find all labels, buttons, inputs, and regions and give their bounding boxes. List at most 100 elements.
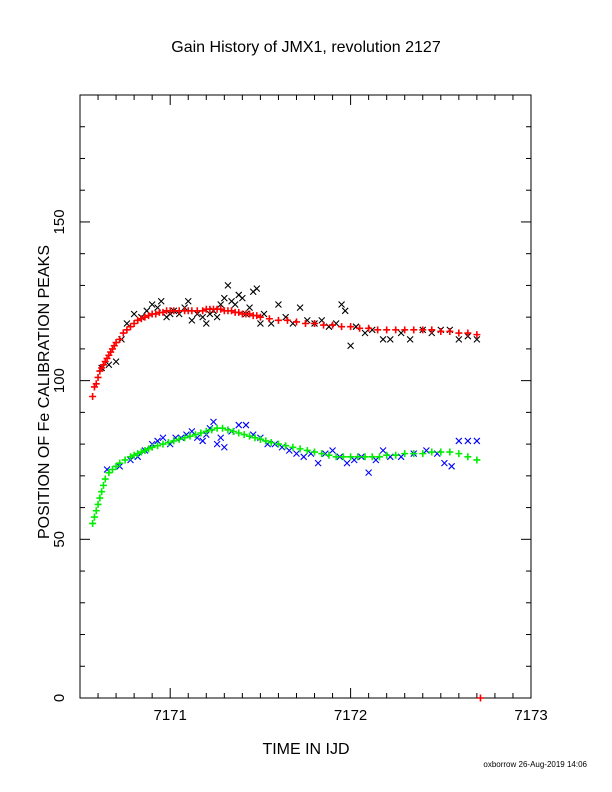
- data-point: [121, 456, 129, 464]
- data-point: [89, 519, 97, 527]
- data-point: [419, 326, 427, 334]
- data-point: [265, 315, 273, 323]
- data-point: [253, 312, 261, 320]
- x-tick-label: 7171: [154, 707, 187, 724]
- series-3: [89, 424, 481, 527]
- data-point: [446, 448, 454, 456]
- data-point: [242, 421, 250, 429]
- plot-frame: [79, 94, 532, 699]
- data-point: [130, 320, 138, 328]
- data-point: [320, 321, 328, 329]
- y-tick-label: 50: [51, 531, 68, 548]
- data-point: [112, 339, 120, 347]
- data-point: [219, 424, 227, 432]
- data-point: [119, 329, 127, 337]
- data-point: [92, 507, 100, 515]
- chart-title: Gain History of JMX1, revolution 2127: [171, 39, 441, 56]
- data-point: [379, 335, 387, 343]
- data-point: [464, 329, 472, 337]
- data-point: [275, 301, 282, 308]
- data-point: [455, 450, 463, 458]
- data-point: [197, 429, 205, 437]
- data-point: [130, 310, 138, 318]
- data-marks: [89, 282, 484, 702]
- data-point: [94, 500, 102, 508]
- data-point: [181, 434, 189, 442]
- data-point: [455, 437, 463, 445]
- data-point: [228, 307, 236, 315]
- axis-ticks: [79, 94, 532, 699]
- data-point: [208, 426, 216, 434]
- x-axis-label: TIME IN IJD: [262, 741, 349, 758]
- data-point: [476, 694, 484, 702]
- data-point: [199, 437, 207, 445]
- data-point: [374, 326, 382, 334]
- data-point: [419, 450, 427, 458]
- data-point: [325, 451, 333, 459]
- data-point: [99, 481, 107, 489]
- data-point: [213, 313, 221, 321]
- data-point: [159, 440, 167, 448]
- x-tick-label: 7172: [334, 707, 367, 724]
- data-point: [238, 294, 246, 302]
- data-point: [361, 453, 369, 461]
- data-point: [341, 307, 349, 315]
- data-point: [134, 316, 142, 324]
- data-point: [154, 437, 161, 445]
- data-point: [137, 448, 145, 456]
- data-point: [437, 327, 445, 335]
- data-point: [375, 453, 383, 461]
- data-point: [401, 450, 409, 458]
- data-point: [98, 488, 106, 496]
- data-point: [455, 335, 463, 343]
- data-point: [127, 323, 135, 331]
- data-point: [188, 316, 196, 324]
- data-point: [246, 304, 253, 312]
- data-point: [300, 453, 308, 461]
- data-point: [199, 313, 207, 321]
- data-point: [141, 446, 149, 454]
- data-point: [303, 446, 311, 454]
- data-point: [329, 321, 337, 329]
- data-point: [213, 440, 221, 448]
- data-point: [231, 301, 239, 308]
- y-tick-label: 0: [51, 694, 68, 702]
- data-point: [473, 331, 481, 339]
- data-point: [229, 427, 237, 435]
- x-tick-label: 7173: [514, 707, 547, 724]
- data-point: [224, 282, 232, 289]
- data-point: [428, 326, 436, 334]
- data-point: [338, 301, 345, 308]
- data-point: [217, 305, 225, 313]
- data-point: [217, 434, 225, 442]
- data-point: [240, 431, 248, 439]
- data-point: [347, 453, 355, 461]
- data-point: [338, 323, 346, 331]
- footer-credit: oxborrow 26-Aug-2019 14:06: [483, 760, 587, 769]
- data-point: [296, 445, 304, 453]
- data-point: [127, 453, 135, 461]
- data-point: [383, 326, 391, 334]
- data-point: [134, 450, 142, 458]
- data-point: [285, 447, 293, 454]
- data-point: [379, 447, 387, 454]
- data-point: [368, 453, 376, 461]
- data-point: [267, 439, 275, 447]
- data-point: [392, 451, 400, 459]
- data-point: [199, 307, 207, 315]
- data-point: [94, 373, 102, 381]
- data-point: [112, 462, 120, 470]
- y-axis-label: POSITION OF Fe CALIBRATION PEAKS: [36, 245, 53, 539]
- data-point: [473, 456, 481, 464]
- data-point: [217, 301, 225, 308]
- data-point: [446, 327, 454, 335]
- data-point: [262, 437, 270, 445]
- data-point: [464, 437, 472, 445]
- data-point: [311, 320, 319, 328]
- series-1: [89, 305, 484, 702]
- data-point: [365, 324, 373, 332]
- data-point: [354, 453, 362, 461]
- data-point: [343, 459, 351, 467]
- data-point: [105, 469, 113, 477]
